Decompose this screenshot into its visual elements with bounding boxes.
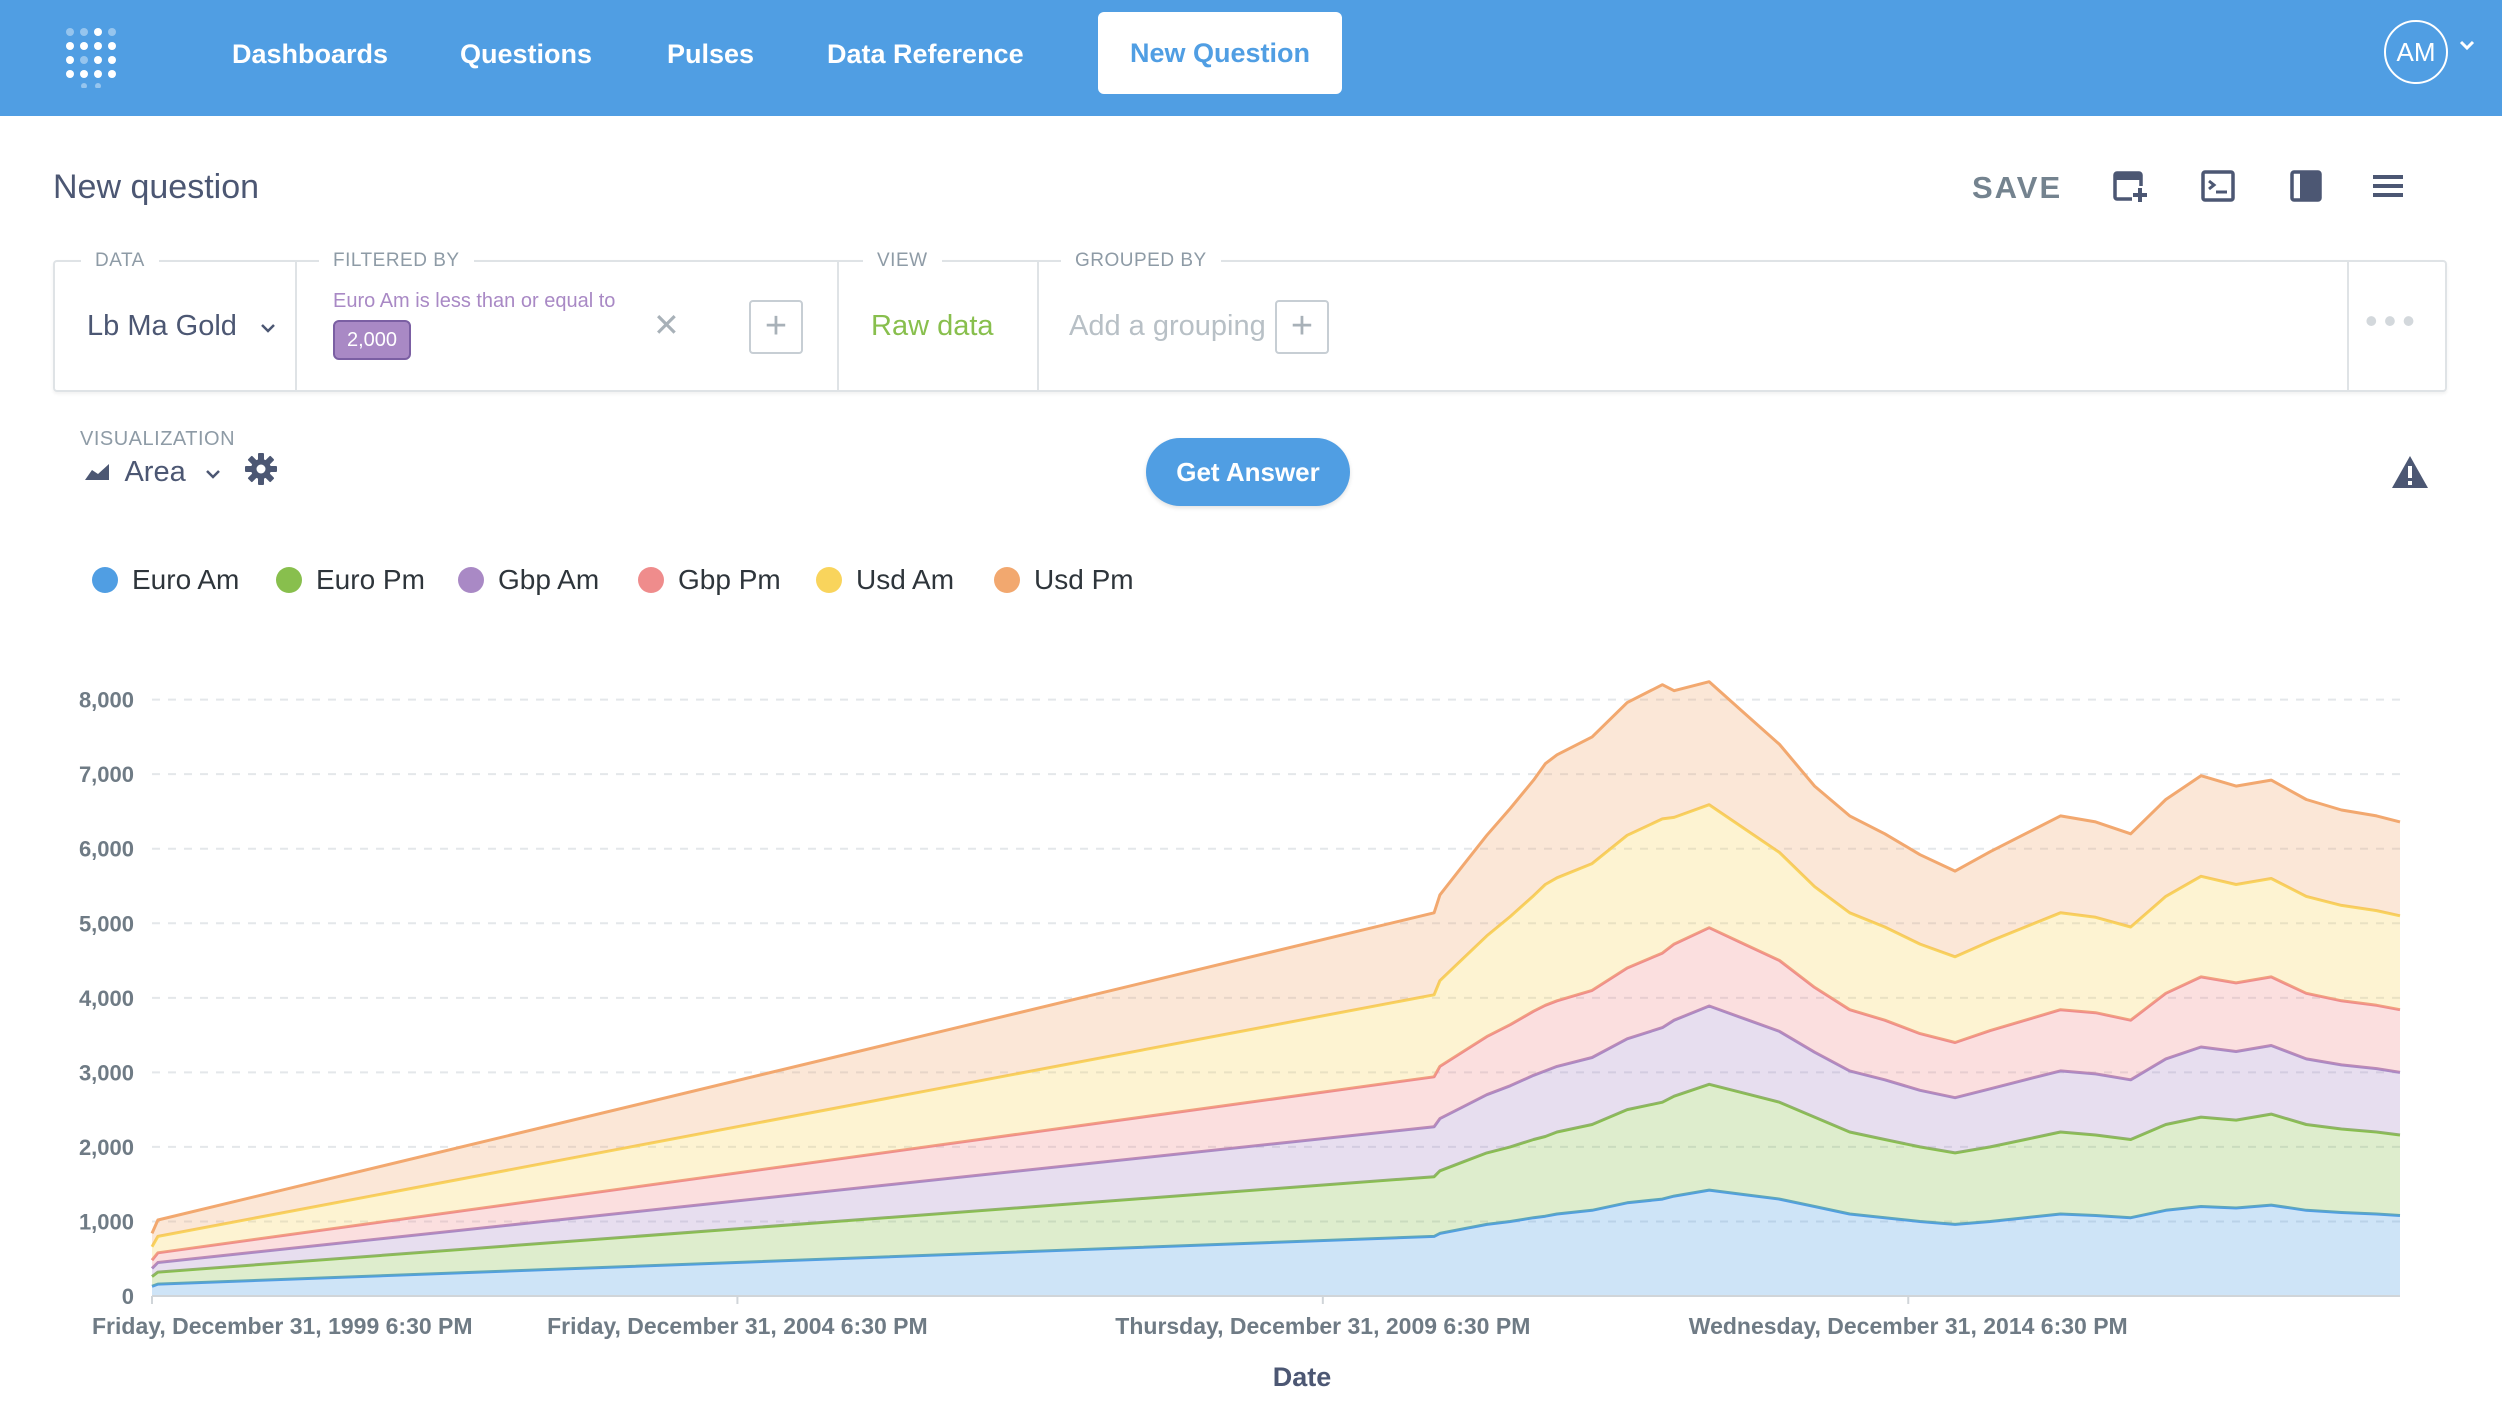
data-section-label: DATA [81,250,159,272]
x-tick-label: Thursday, December 31, 2009 6:30 PM [1115,1313,1530,1339]
chevron-down-icon [261,324,275,333]
area-fill-2 [152,1006,2400,1277]
series-line-0 [151,1188,2401,1288]
user-avatar[interactable]: AM [2384,20,2448,84]
nav-data-reference[interactable]: Data Reference [827,39,1024,69]
series-line-4 [150,803,2401,1248]
legend-dot [458,566,484,593]
metabase-logo-icon[interactable] [64,24,120,88]
filter-section-label: FILTERED BY [319,250,474,272]
y-tick-label: 8,000 [79,688,134,713]
area-fill-4 [152,804,2400,1261]
remove-filter-icon[interactable]: ✕ [653,307,680,343]
get-answer-button[interactable]: Get Answer [1146,438,1350,506]
data-source-label: Lb Ma Gold [87,310,237,342]
query-builder: DATA Lb Ma Gold FILTERED BY Euro Am is l… [53,250,2447,392]
sql-editor-icon[interactable] [2200,168,2236,204]
area-chart-icon [85,464,109,480]
save-button[interactable]: SAVE [1972,170,2063,205]
legend-label: Usd Pm [1034,564,1134,595]
warning-icon[interactable] [2390,454,2430,490]
page-title: New question [53,168,260,206]
data-source-select[interactable]: Lb Ma Gold [87,310,277,343]
visualization-label: VISUALIZATION [80,428,236,450]
add-to-dashboard-icon[interactable] [2112,168,2148,204]
y-tick-label: 0 [122,1284,134,1309]
top-nav: Dashboards Questions Pulses Data Referen… [0,0,2502,116]
add-grouping-button[interactable]: Add a grouping [1069,310,1266,342]
y-tick-label: 6,000 [79,837,134,862]
view-raw-data-select[interactable]: Raw data [871,310,994,342]
legend-item-euro-pm[interactable]: Euro Pm [276,560,425,600]
legend-dot [994,566,1020,593]
reference-book-icon[interactable] [2288,168,2324,204]
legend-item-euro-am[interactable]: Euro Am [92,560,239,600]
divider [837,262,839,390]
y-tick-label: 1,000 [79,1209,134,1234]
filter-description[interactable]: Euro Am is less than or equal to [333,290,616,312]
x-tick-label: Friday, December 31, 1999 6:30 PM [92,1313,473,1339]
legend-item-gbp-am[interactable]: Gbp Am [458,560,599,600]
legend-label: Euro Pm [316,564,425,595]
x-axis-title: Date [1273,1362,1332,1392]
y-tick-label: 7,000 [79,762,134,787]
legend-label: Gbp Pm [678,564,781,595]
legend-label: Gbp Am [498,564,600,595]
add-filter-button[interactable]: + [749,300,803,354]
legend-label: Euro Am [132,564,240,595]
divider [1037,262,1039,390]
divider [2347,262,2349,390]
chevron-down-icon[interactable] [2458,38,2476,52]
x-tick-label: Friday, December 31, 2004 6:30 PM [547,1313,928,1339]
add-grouping-plus-button[interactable]: + [1275,300,1329,354]
y-tick-label: 3,000 [79,1060,134,1085]
legend-item-usd-am[interactable]: Usd Am [816,560,954,600]
area-fill-5 [152,681,2400,1247]
y-tick-label: 5,000 [79,911,134,936]
hamburger-menu-icon[interactable] [2370,168,2406,204]
nav-dashboards[interactable]: Dashboards [232,39,389,69]
series-line-3 [150,926,2401,1262]
series-line-2 [150,1004,2401,1270]
area-chart: 0 1,000 2,000 3,000 4,000 5,000 6,000 7,000 8,00… [79,680,2401,1392]
view-section-label: VIEW [863,250,942,272]
y-tick-label: 2,000 [79,1135,134,1160]
series-line-1 [151,1082,2401,1278]
nav-new-question-button[interactable]: New Question [1098,12,1343,94]
nav-questions[interactable]: Questions [460,39,593,69]
legend-dot [92,566,118,593]
legend-dot [638,566,664,593]
gear-icon[interactable] [244,452,278,486]
legend-label: Usd Am [856,564,955,595]
group-section-label: GROUPED BY [1061,250,1221,272]
legend-dot [816,566,842,593]
divider [295,262,297,390]
legend-item-usd-pm[interactable]: Usd Pm [994,560,1134,600]
nav-pulses[interactable]: Pulses [667,39,755,69]
series-line-5 [150,680,2401,1235]
area-fill-1 [152,1084,2400,1287]
y-tick-label: 4,000 [79,986,134,1011]
filter-value-pill[interactable]: 2,000 [333,320,412,360]
legend-item-gbp-pm[interactable]: Gbp Pm [638,560,781,600]
visualization-type-select[interactable]: Area [84,456,222,489]
visualization-type-label: Area [124,456,186,488]
area-fill-3 [152,927,2400,1269]
chevron-down-icon [205,470,220,479]
more-options-icon[interactable]: ••• [2365,300,2421,341]
legend-dot [276,566,302,593]
x-tick-label: Wednesday, December 31, 2014 6:30 PM [1689,1313,2128,1339]
